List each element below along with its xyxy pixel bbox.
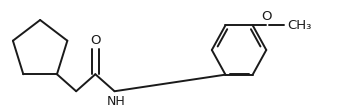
Text: NH: NH [107, 95, 126, 108]
Text: O: O [90, 34, 101, 47]
Text: CH₃: CH₃ [287, 19, 311, 32]
Text: O: O [261, 10, 272, 23]
